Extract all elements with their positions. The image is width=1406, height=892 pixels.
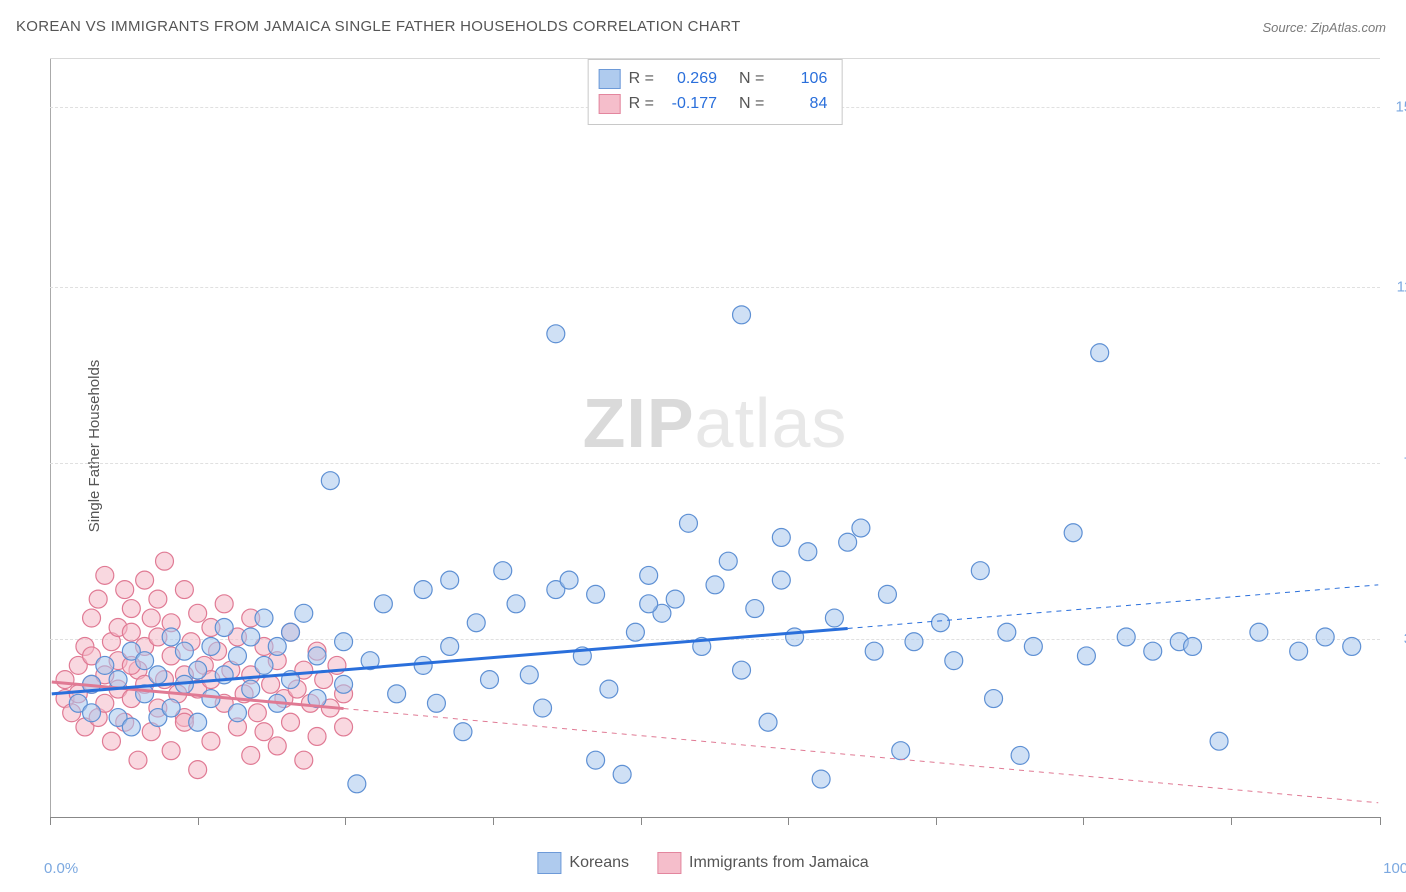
legend-bottom: Koreans Immigrants from Jamaica xyxy=(537,852,868,874)
legend-item-koreans: Koreans xyxy=(537,852,629,874)
chart-title: KOREAN VS IMMIGRANTS FROM JAMAICA SINGLE… xyxy=(16,18,741,35)
legend-item-jamaica: Immigrants from Jamaica xyxy=(657,852,869,874)
correlation-chart: KOREAN VS IMMIGRANTS FROM JAMAICA SINGLE… xyxy=(0,0,1406,892)
source-attribution: Source: ZipAtlas.com xyxy=(1262,20,1386,35)
legend-swatch-jamaica xyxy=(657,852,681,874)
scatter-svg xyxy=(50,59,1380,817)
plot-area: ZIPatlas 3.8%7.5%11.2%15.0% R = 0.269 N … xyxy=(50,58,1380,818)
legend-swatch-koreans xyxy=(537,852,561,874)
